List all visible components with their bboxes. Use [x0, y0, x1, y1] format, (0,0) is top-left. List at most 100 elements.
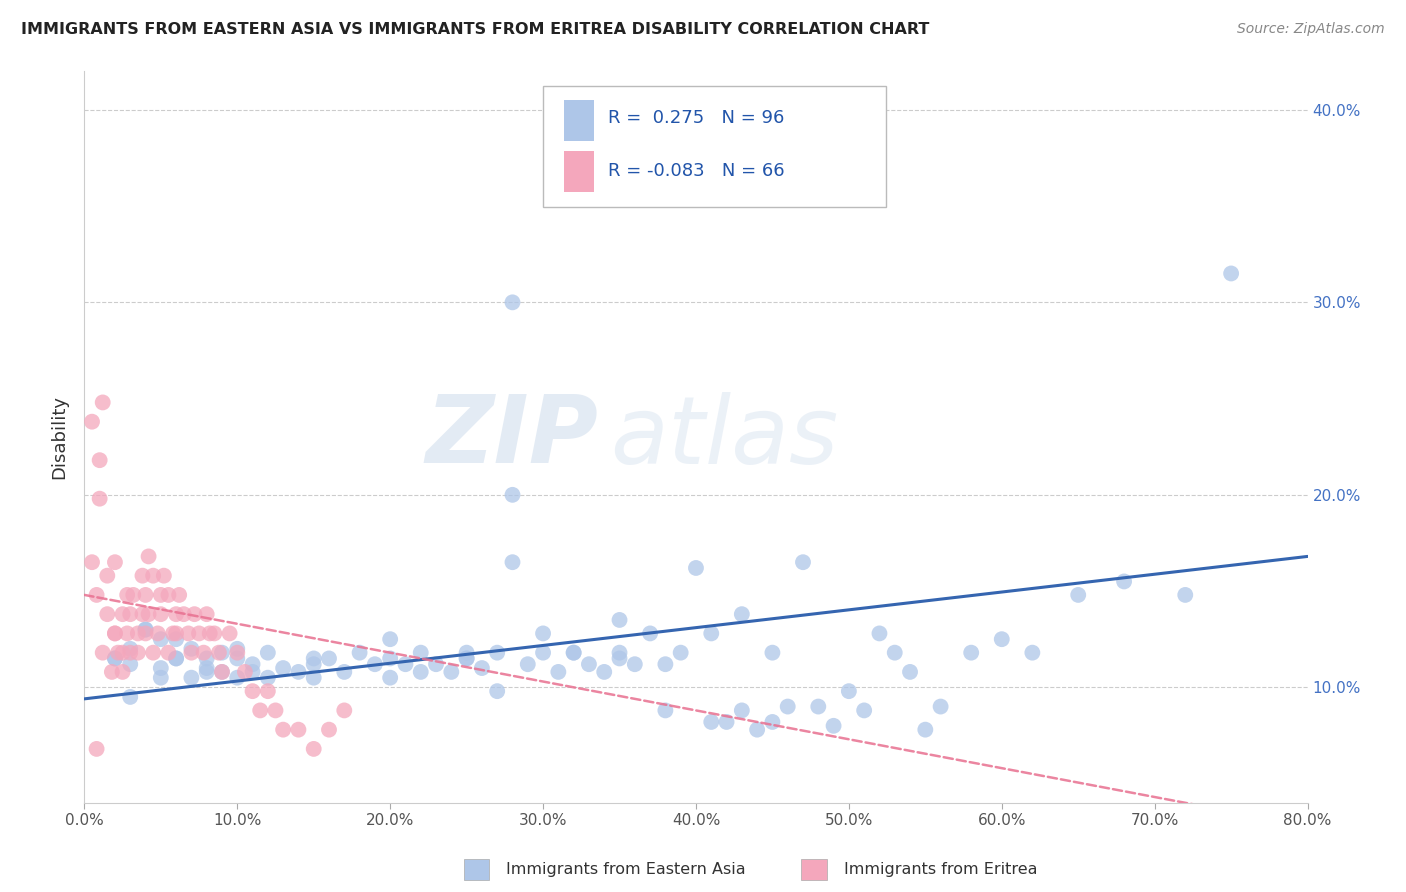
Point [135, 626, 157, 640]
Point [111, 646, 134, 660]
Point [153, 568, 176, 582]
Point [257, 684, 280, 698]
Point [456, 646, 478, 660]
Point [516, 657, 538, 672]
Point [960, 646, 983, 660]
Point [165, 651, 187, 665]
Point [211, 646, 233, 660]
Point [104, 626, 127, 640]
Point [394, 657, 416, 672]
Point [531, 646, 554, 660]
Point [287, 723, 309, 737]
Point [380, 671, 402, 685]
Point [731, 607, 754, 622]
Point [115, 588, 138, 602]
Point [193, 646, 215, 660]
Point [91, 646, 114, 660]
Point [898, 665, 921, 679]
Point [242, 665, 264, 679]
Point [89, 453, 111, 467]
Point [138, 549, 160, 564]
Point [440, 665, 463, 679]
Point [91, 395, 114, 409]
Point [486, 684, 509, 698]
Text: IMMIGRANTS FROM EASTERN ASIA VS IMMIGRANTS FROM ERITREA DISABILITY CORRELATION C: IMMIGRANTS FROM EASTERN ASIA VS IMMIGRAN… [21, 22, 929, 37]
Point [333, 665, 356, 679]
Point [914, 723, 936, 737]
Point [157, 588, 180, 602]
Point [502, 488, 524, 502]
Point [302, 742, 325, 756]
Text: R = -0.083   N = 66: R = -0.083 N = 66 [607, 162, 785, 180]
Point [96, 568, 118, 582]
Point [142, 568, 165, 582]
Point [195, 661, 218, 675]
Point [188, 626, 211, 640]
Point [226, 671, 249, 685]
Point [609, 613, 631, 627]
Point [1220, 267, 1243, 281]
Point [638, 626, 661, 640]
Point [302, 651, 325, 665]
Point [333, 703, 356, 717]
Point [165, 607, 187, 622]
Point [409, 646, 432, 660]
Point [127, 646, 149, 660]
Point [609, 651, 631, 665]
Point [120, 641, 142, 656]
Point [1067, 588, 1090, 602]
Point [208, 646, 231, 660]
Point [165, 626, 187, 640]
Point [115, 626, 138, 640]
Point [593, 665, 616, 679]
FancyBboxPatch shape [543, 86, 886, 207]
Y-axis label: Disability: Disability [51, 395, 69, 479]
Point [249, 703, 271, 717]
Point [89, 491, 111, 506]
Point [142, 646, 165, 660]
Point [111, 607, 134, 622]
Point [149, 632, 172, 647]
Point [226, 651, 249, 665]
Point [409, 665, 432, 679]
Point [869, 626, 891, 640]
Point [120, 607, 142, 622]
Point [531, 626, 554, 640]
Point [195, 665, 218, 679]
Point [122, 588, 145, 602]
Point [80, 415, 103, 429]
Point [700, 714, 723, 729]
Point [1114, 574, 1136, 589]
Point [104, 555, 127, 569]
Point [287, 665, 309, 679]
Point [195, 651, 218, 665]
Point [264, 703, 287, 717]
Point [257, 646, 280, 660]
Point [173, 607, 195, 622]
Point [456, 651, 478, 665]
Point [716, 714, 738, 729]
Point [853, 703, 876, 717]
Point [242, 657, 264, 672]
Point [502, 295, 524, 310]
Point [165, 651, 187, 665]
Point [146, 626, 169, 640]
Point [700, 626, 723, 640]
Point [654, 703, 676, 717]
Point [218, 626, 240, 640]
Point [120, 646, 142, 660]
Text: Immigrants from Eritrea: Immigrants from Eritrea [844, 863, 1038, 877]
Point [107, 646, 129, 660]
Point [776, 699, 799, 714]
Point [731, 703, 754, 717]
Point [180, 671, 202, 685]
Point [364, 657, 387, 672]
Point [271, 723, 294, 737]
Point [177, 626, 200, 640]
Point [202, 626, 225, 640]
Point [257, 671, 280, 685]
Point [165, 632, 187, 647]
Point [380, 632, 402, 647]
Point [233, 665, 256, 679]
Point [149, 661, 172, 675]
